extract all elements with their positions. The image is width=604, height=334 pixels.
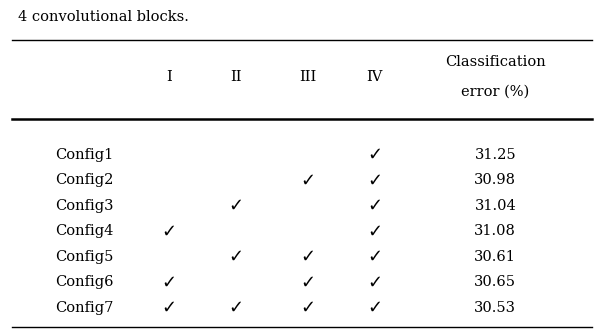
Text: ✓: ✓	[300, 299, 316, 317]
Text: Config1: Config1	[56, 148, 114, 162]
Text: ✓: ✓	[367, 299, 382, 317]
Text: ✓: ✓	[300, 171, 316, 189]
Text: ✓: ✓	[161, 299, 177, 317]
Text: 30.53: 30.53	[474, 301, 516, 315]
Text: ✓: ✓	[367, 248, 382, 266]
Text: ✓: ✓	[367, 222, 382, 240]
Text: error (%): error (%)	[461, 85, 529, 99]
Text: ✓: ✓	[300, 248, 316, 266]
Text: I: I	[166, 70, 172, 84]
Text: Config5: Config5	[56, 250, 114, 264]
Text: ✓: ✓	[228, 197, 243, 215]
Text: ✓: ✓	[367, 171, 382, 189]
Text: 31.08: 31.08	[474, 224, 516, 238]
Text: 30.65: 30.65	[474, 275, 516, 289]
Text: 30.98: 30.98	[474, 173, 516, 187]
Text: Config4: Config4	[56, 224, 114, 238]
Text: ✓: ✓	[228, 299, 243, 317]
Text: 31.04: 31.04	[474, 199, 516, 213]
Text: Config3: Config3	[56, 199, 114, 213]
Text: Classification: Classification	[445, 55, 545, 69]
Text: III: III	[300, 70, 316, 84]
Text: II: II	[230, 70, 242, 84]
Text: ✓: ✓	[228, 248, 243, 266]
Text: ✓: ✓	[161, 222, 177, 240]
Text: ✓: ✓	[367, 273, 382, 291]
Text: Config7: Config7	[56, 301, 114, 315]
Text: ✓: ✓	[300, 273, 316, 291]
Text: Config6: Config6	[56, 275, 114, 289]
Text: 31.25: 31.25	[475, 148, 516, 162]
Text: 4 convolutional blocks.: 4 convolutional blocks.	[18, 10, 189, 24]
Text: Config2: Config2	[56, 173, 114, 187]
Text: 30.61: 30.61	[474, 250, 516, 264]
Text: ✓: ✓	[367, 146, 382, 164]
Text: ✓: ✓	[367, 197, 382, 215]
Text: ✓: ✓	[161, 273, 177, 291]
Text: IV: IV	[366, 70, 383, 84]
